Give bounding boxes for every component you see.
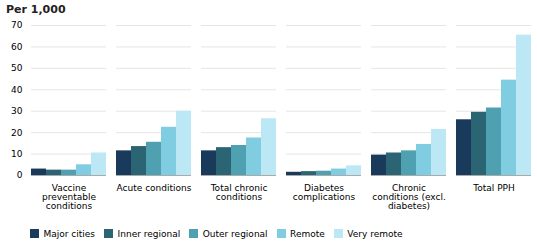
svg-text:Acute conditions: Acute conditions <box>117 183 192 193</box>
html-text:Outer regional: Outer regional <box>202 228 268 239</box>
svg-text:50: 50 <box>11 63 23 73</box>
svg-text:60: 60 <box>11 42 23 52</box>
html-text:Inner regional: Inner regional <box>117 228 181 239</box>
html-text:Very remote: Very remote <box>347 228 403 239</box>
svg-text:30: 30 <box>11 106 23 116</box>
svg-text:Diabetescomplications: Diabetescomplications <box>293 183 356 202</box>
html-text:Per 1,000: Per 1,000 <box>6 3 66 16</box>
svg-text:Chronicconditions (excl.diabet: Chronicconditions (excl.diabetes) <box>372 183 446 211</box>
svg-text:Total PPH: Total PPH <box>472 183 515 193</box>
html-text:Remote: Remote <box>290 228 325 239</box>
svg-text:10: 10 <box>11 149 23 159</box>
svg-text:70: 70 <box>11 20 23 30</box>
svg-text:20: 20 <box>11 128 23 138</box>
svg-text:0: 0 <box>17 170 23 180</box>
svg-text:Vaccinepreventableconditions: Vaccinepreventableconditions <box>42 183 97 211</box>
html-text:Major cities: Major cities <box>43 228 96 239</box>
svg-text:Total chronicconditions: Total chronicconditions <box>210 183 268 202</box>
svg-text:40: 40 <box>11 85 23 95</box>
